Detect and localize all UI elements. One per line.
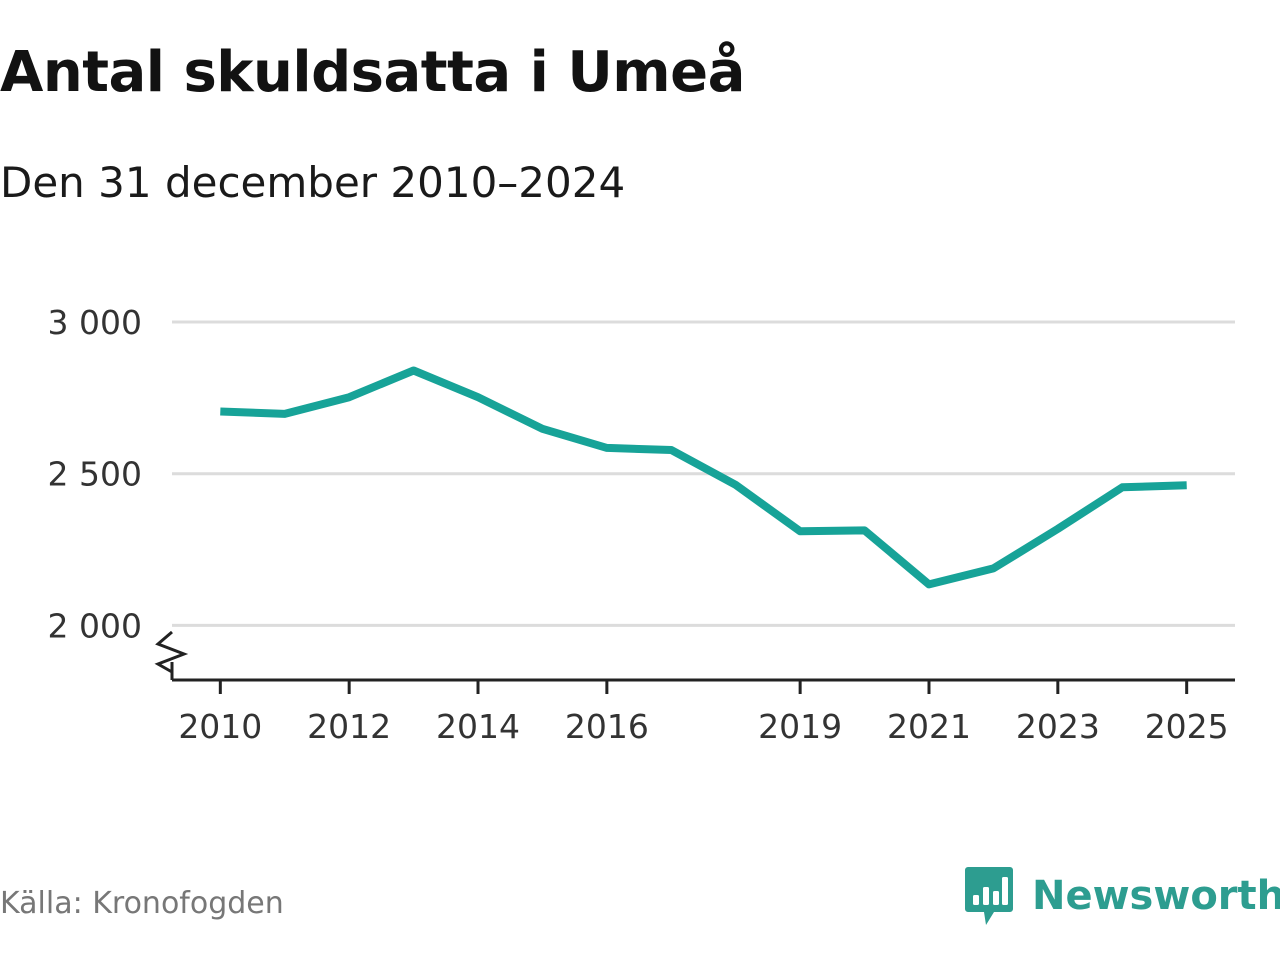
x-tick-label-2025: 2025 [1145,707,1229,746]
source-note: Källa: Kronofogden [0,886,284,921]
brand-name: Newsworthy [1032,873,1280,919]
y-tick-label-2000: 2 000 [48,606,142,645]
line-chart: 2 000 2 500 3 000 2010 2012 2014 2016 2019 2021 2… [48,303,1235,746]
series-line [220,366,1187,589]
chart-title: Antal skuldsatta i Umeå [0,40,745,105]
y-tick-label-3000: 3 000 [48,303,142,342]
x-tick-label-2019: 2019 [758,707,842,746]
y-tick-label-2500: 2 500 [48,455,142,494]
x-tick-label-2016: 2016 [565,707,649,746]
x-tick-label-2021: 2021 [887,707,971,746]
x-tick-label-2012: 2012 [307,707,391,746]
x-tick-label-2023: 2023 [1016,707,1100,746]
chart-subtitle: Den 31 december 2010–2024 [0,158,626,207]
newsworthy-logo-icon [965,867,1013,925]
x-tick-label-2010: 2010 [178,707,262,746]
x-tick-label-2014: 2014 [436,707,520,746]
brand-logo: Newsworthy [964,864,1280,928]
series [220,366,1187,589]
tick-labels: 2 000 2 500 3 000 2010 2012 2014 2016 2019 2021 2… [48,303,1229,746]
axes [154,630,1235,694]
axis-break-mark [154,630,189,674]
grid-lines [172,320,1235,627]
